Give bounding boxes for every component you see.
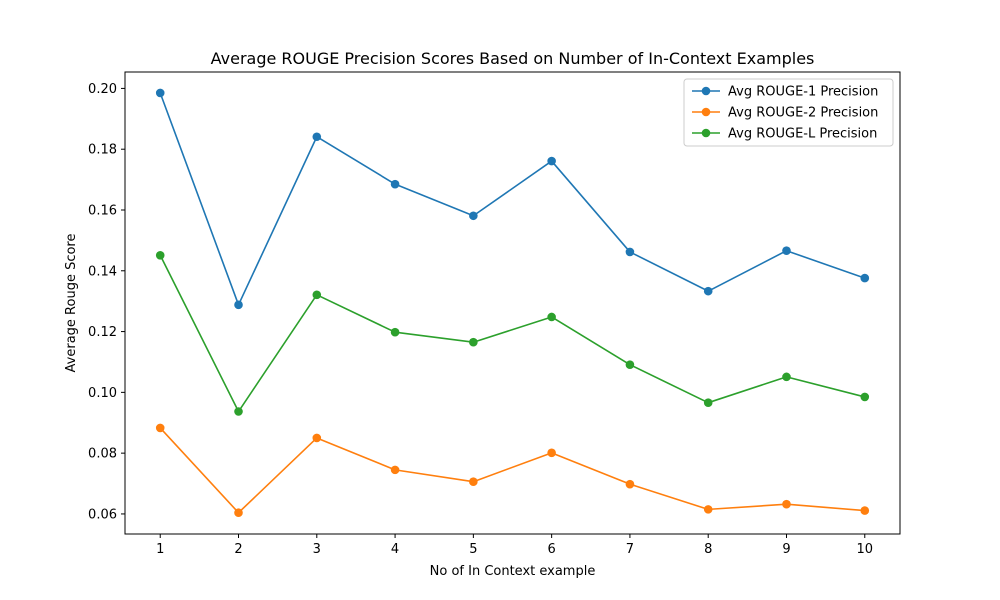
data-point-series-2 xyxy=(469,477,478,487)
data-point-series-3 xyxy=(625,360,635,370)
data-point-series-3 xyxy=(782,372,791,382)
legend-entry: Avg ROUGE-1 Precision xyxy=(728,85,878,100)
x-tick-label: 7 xyxy=(626,542,634,557)
series-line-2 xyxy=(159,427,865,514)
data-point-series-2 xyxy=(312,433,322,443)
data-point-series-1 xyxy=(312,132,322,142)
data-point-series-1 xyxy=(703,286,713,296)
x-tick-label: 9 xyxy=(782,542,790,557)
y-tick-label: 0.10 xyxy=(88,386,117,401)
legend: Avg ROUGE-1 Precision Avg ROUGE-2 Precisi… xyxy=(683,78,894,147)
y-axis-label: Average Rouge Score xyxy=(64,234,79,373)
data-point-series-3 xyxy=(860,392,870,402)
data-point-series-2 xyxy=(860,506,870,515)
y-tick-label: 0.08 xyxy=(88,447,117,462)
x-tick-label: 6 xyxy=(548,542,556,557)
data-point-series-2 xyxy=(625,479,635,489)
data-point-series-2 xyxy=(390,465,400,475)
legend-marker xyxy=(701,107,711,117)
plot-frame xyxy=(124,71,901,535)
legend-entry: Avg ROUGE-2 Precision xyxy=(728,106,878,121)
data-point-series-1 xyxy=(860,273,870,283)
data-point-series-1 xyxy=(234,300,243,310)
y-tick-label: 0.18 xyxy=(88,143,117,158)
data-point-series-1 xyxy=(155,88,165,98)
x-axis-label: No of In Context example xyxy=(430,564,596,579)
data-point-series-3 xyxy=(703,398,713,407)
y-tick-label: 0.06 xyxy=(88,507,117,522)
x-tick-label: 10 xyxy=(856,542,873,557)
y-tick-label: 0.20 xyxy=(88,82,117,97)
x-tick-label: 8 xyxy=(704,542,712,557)
data-point-series-2 xyxy=(155,423,165,433)
x-tick-label: 1 xyxy=(156,542,164,557)
x-tick-label: 5 xyxy=(469,542,477,557)
data-point-series-3 xyxy=(547,312,556,322)
data-point-series-2 xyxy=(234,508,243,518)
x-tick-label: 3 xyxy=(313,542,321,557)
legend-entry: Avg ROUGE-L Precision xyxy=(728,127,877,142)
series-line-3 xyxy=(159,254,865,413)
data-point-series-2 xyxy=(782,499,791,509)
data-point-series-1 xyxy=(782,246,791,256)
x-tick-label: 4 xyxy=(391,542,399,557)
data-point-series-1 xyxy=(547,156,556,166)
y-tick-label: 0.16 xyxy=(88,203,117,218)
chart-title: Average ROUGE Precision Scores Based on … xyxy=(211,49,815,68)
series-line-1 xyxy=(159,92,866,306)
y-tick-label: 0.12 xyxy=(88,325,117,340)
data-point-series-2 xyxy=(703,505,713,514)
data-point-series-1 xyxy=(390,179,400,189)
y-tick-label: 0.14 xyxy=(88,264,117,279)
data-point-series-2 xyxy=(547,448,556,458)
x-tick-label: 2 xyxy=(234,542,242,557)
data-point-series-3 xyxy=(312,290,322,300)
data-point-series-3 xyxy=(469,337,478,347)
legend-box xyxy=(683,78,894,147)
data-point-series-3 xyxy=(390,327,400,337)
legend-marker xyxy=(701,128,711,138)
data-point-series-3 xyxy=(234,407,243,416)
plot-area: 1 2 3 4 5 6 7 8 9 10 0.06 0.08 0.10 0.12 0.14 0.16 0.18 0… xyxy=(88,71,901,557)
legend-marker xyxy=(701,86,711,96)
data-point-series-1 xyxy=(625,247,635,257)
data-point-series-3 xyxy=(155,250,165,260)
data-point-series-1 xyxy=(469,211,478,221)
